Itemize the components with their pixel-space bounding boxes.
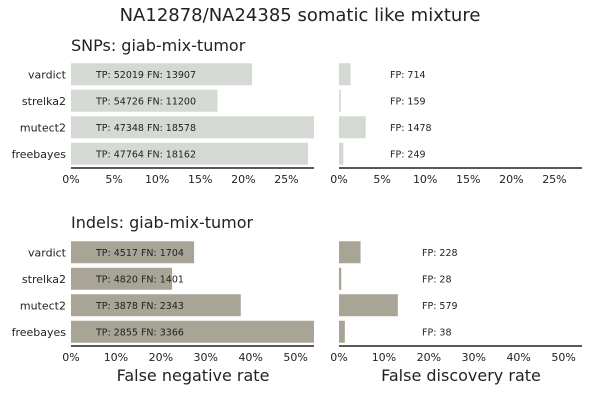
panel-title: Indels: giab-mix-tumor [71, 213, 254, 232]
bar-label: FP: 159 [390, 96, 426, 107]
x-tick-label: 5% [105, 173, 122, 186]
bar [339, 241, 361, 264]
category-label: vardict [28, 68, 67, 81]
panel-1: SNPs: giab-mix-tumor TP: 52019 FN: 13907 v… [12, 36, 314, 186]
x-tick-label: 20% [231, 173, 255, 186]
bar-label: FP: 714 [390, 70, 426, 81]
bar-label: TP: 4820 FN: 1401 [95, 274, 184, 285]
category-label: freebayes [12, 326, 67, 339]
x-tick-label: 50% [283, 351, 307, 364]
bar-label: TP: 47764 FN: 18162 [95, 149, 196, 160]
category-label: freebayes [12, 148, 67, 161]
x-tick-label: 0% [62, 351, 79, 364]
x-axis-label-right: False discovery rate [381, 366, 541, 385]
x-tick-label: 0% [330, 351, 347, 364]
bar-label: FP: 249 [390, 149, 426, 160]
bar [71, 116, 314, 139]
x-tick-label: 25% [274, 173, 298, 186]
bar [339, 267, 342, 290]
x-tick-label: 25% [542, 173, 566, 186]
bar-label: TP: 3878 FN: 2343 [95, 301, 184, 312]
bar-label: FP: 579 [422, 301, 458, 312]
bar [71, 320, 314, 343]
x-tick-label: 20% [149, 351, 173, 364]
x-tick-label: 15% [456, 173, 480, 186]
bar [339, 63, 351, 86]
x-tick-label: 40% [238, 351, 262, 364]
x-tick-label: 10% [413, 173, 437, 186]
x-tick-label: 10% [145, 173, 169, 186]
bar [339, 89, 341, 112]
panel-2: FP: 714 FP: 159 FP: 1478 FP: 249 0% 5% 10% 15% 2… [330, 63, 582, 186]
x-tick-label: 0% [330, 173, 347, 186]
x-tick-label: 0% [62, 173, 79, 186]
bar [71, 241, 195, 264]
category-label: vardict [28, 246, 67, 259]
x-axis-label-left: False negative rate [117, 366, 270, 385]
x-tick-label: 40% [506, 351, 530, 364]
bar-label: TP: 2855 FN: 3366 [95, 327, 184, 338]
panel-3: Indels: giab-mix-tumor TP: 4517 FN: 1704 v… [12, 213, 314, 364]
bar [71, 267, 173, 290]
bar [339, 320, 345, 343]
x-tick-label: 30% [462, 351, 486, 364]
x-tick-label: 5% [373, 173, 390, 186]
bar-label: TP: 47348 FN: 18578 [95, 123, 196, 134]
x-tick-label: 30% [194, 351, 218, 364]
x-tick-label: 15% [188, 173, 212, 186]
chart-title: NA12878/NA24385 somatic like mixture [120, 5, 481, 26]
bar [71, 63, 252, 86]
x-tick-label: 10% [104, 351, 128, 364]
bar-label: FP: 38 [422, 327, 452, 338]
category-label: strelka2 [22, 95, 66, 108]
bar-label: FP: 228 [422, 248, 458, 259]
bar [71, 89, 218, 112]
panel-title: SNPs: giab-mix-tumor [71, 36, 246, 55]
bar-label: FP: 28 [422, 274, 452, 285]
x-tick-label: 50% [551, 351, 575, 364]
category-label: mutect2 [20, 299, 66, 312]
bar [339, 142, 344, 165]
bar-label: TP: 52019 FN: 13907 [95, 70, 196, 81]
category-label: mutect2 [20, 121, 66, 134]
x-tick-label: 20% [499, 173, 523, 186]
category-label: strelka2 [22, 273, 66, 286]
panel-4: FP: 228 FP: 28 FP: 579 FP: 38 0% 10% 20% 30% 40%… [330, 241, 582, 364]
bar [71, 294, 241, 317]
bar [339, 116, 366, 139]
x-tick-label: 10% [372, 351, 396, 364]
bar-label: FP: 1478 [390, 123, 432, 134]
bar [339, 294, 398, 317]
x-tick-label: 20% [417, 351, 441, 364]
bar-label: TP: 54726 FN: 11200 [95, 96, 196, 107]
bar [71, 142, 308, 165]
bar-label: TP: 4517 FN: 1704 [95, 248, 184, 259]
